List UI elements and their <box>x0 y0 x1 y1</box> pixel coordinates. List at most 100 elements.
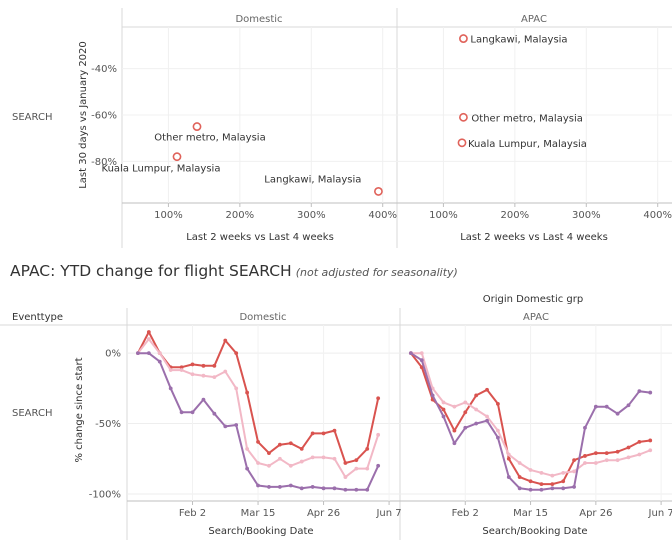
bottom-point-0-purple-13 <box>277 485 282 489</box>
top-point-1-0 <box>459 34 468 43</box>
bottom-point-1-red-22 <box>648 438 653 443</box>
bottom-point-0-purple-20 <box>354 487 359 492</box>
bottom-point-0-purple-14 <box>288 483 293 488</box>
bottom-point-0-red-18 <box>332 428 337 433</box>
bottom-point-1-purple-12 <box>539 487 544 492</box>
bottom-point-1-purple-6 <box>474 421 479 426</box>
bottom-point-0-red-16 <box>310 431 315 436</box>
chart-title-text: APAC: YTD change for flight SEARCH <box>10 262 292 280</box>
bottom-x-tick-label-0-2: Apr 26 <box>307 508 340 519</box>
top-x-axis-title-apac: Last 2 weeks vs Last 4 weeks <box>460 232 608 243</box>
bottom-point-1-pink-8 <box>496 428 500 433</box>
bottom-point-0-red-9 <box>234 351 239 356</box>
bottom-point-1-red-5 <box>463 410 468 415</box>
bottom-point-1-red-6 <box>474 393 479 398</box>
bottom-point-1-purple-4 <box>452 441 457 446</box>
top-point-0-2 <box>374 187 383 196</box>
bottom-point-0-pink-22 <box>376 432 381 437</box>
top-row-label: SEARCH <box>12 112 52 123</box>
bottom-point-0-pink-16 <box>310 455 315 460</box>
bottom-point-1-purple-13 <box>550 486 555 491</box>
bottom-tick-labels: 0% -50% -100% Feb 2 Mar 15 Apr 26 Jun 7 Feb 2 Ma… <box>89 349 672 519</box>
bottom-point-0-purple-4 <box>179 410 184 415</box>
bottom-point-0-red-17 <box>321 431 326 436</box>
bottom-point-1-purple-3 <box>441 414 446 419</box>
bottom-x-tick-label-0-3: Jun 7 <box>375 508 401 519</box>
bottom-point-1-red-16 <box>583 454 587 458</box>
top-x-tick-label-0-0: 100% <box>154 210 183 221</box>
bottom-point-1-purple-22 <box>648 390 653 395</box>
top-x-tick-label-0-3: 400% <box>368 210 397 221</box>
bottom-point-0-red-19 <box>343 461 348 465</box>
chart-subtitle: (not adjusted for seasonality) <box>295 266 458 279</box>
bottom-point-0-pink-18 <box>332 456 337 461</box>
bottom-gridlines <box>127 325 672 505</box>
bottom-point-0-red-22 <box>376 396 381 401</box>
bottom-point-1-purple-20 <box>626 403 631 408</box>
top-point-1-2 <box>457 138 467 148</box>
bottom-x-tick-label-1-0: Feb 2 <box>452 508 479 519</box>
chart-title: APAC: YTD change for flight SEARCH (not a… <box>10 262 458 280</box>
bottom-point-0-pink-15 <box>299 459 304 464</box>
bottom-point-0-purple-10 <box>245 466 250 471</box>
bottom-point-1-pink-13 <box>550 473 555 478</box>
bottom-point-0-purple-5 <box>190 410 195 415</box>
top-y-tick-label-2: -80% <box>91 157 117 168</box>
bottom-point-1-pink-9 <box>506 452 511 457</box>
bottom-point-1-pink-11 <box>528 468 533 472</box>
bottom-point-0-pink-19 <box>343 475 348 479</box>
bottom-point-1-purple-18 <box>604 404 609 409</box>
bottom-point-1-pink-17 <box>593 461 598 465</box>
top-x-tick-label-1-1: 200% <box>501 210 530 221</box>
bottom-point-0-pink-20 <box>354 466 359 471</box>
top-tick-labels: -40% -60% -80% 100% 200% 300% 400% 100% 200% 300%… <box>91 64 672 221</box>
bottom-point-0-red-8 <box>223 338 228 343</box>
bottom-point-0-red-11 <box>256 439 260 444</box>
group-header: Origin Domestic grp <box>483 294 584 305</box>
bottom-point-1-pink-12 <box>539 470 544 475</box>
bottom-point-0-pink-12 <box>267 463 271 468</box>
bottom-point-1-pink-19 <box>615 458 620 463</box>
bottom-panel-title-apac: APAC <box>523 312 549 323</box>
bottom-point-1-purple-8 <box>496 435 500 440</box>
bottom-point-0-pink-17 <box>321 455 326 460</box>
bottom-point-0-red-21 <box>365 447 370 451</box>
top-gridlines <box>122 27 672 207</box>
bottom-point-0-pink-9 <box>234 386 239 391</box>
bottom-point-0-pink-8 <box>223 369 228 374</box>
bottom-point-1-pink-18 <box>604 458 609 463</box>
bottom-point-1-pink-6 <box>474 407 479 412</box>
bottom-point-0-purple-1 <box>146 351 151 356</box>
bottom-point-1-purple-15 <box>572 485 576 489</box>
bottom-point-1-purple-17 <box>593 404 598 409</box>
bottom-point-1-red-20 <box>626 445 631 450</box>
top-panel-title-domestic: Domestic <box>235 14 282 25</box>
bottom-point-0-purple-7 <box>212 411 217 416</box>
bottom-point-0-purple-0 <box>136 351 140 356</box>
top-point-label-0-1: Kuala Lumpur, Malaysia <box>102 164 221 175</box>
bottom-point-0-red-13 <box>277 442 282 447</box>
bottom-point-1-pink-10 <box>517 461 522 465</box>
bottom-point-0-pink-6 <box>201 373 206 378</box>
bottom-point-0-purple-22 <box>376 463 381 468</box>
bottom-point-0-pink-10 <box>245 447 250 451</box>
bottom-point-0-red-5 <box>190 362 195 367</box>
bottom-x-tick-label-1-3: Jun 7 <box>648 508 672 519</box>
bottom-point-0-red-7 <box>212 363 217 368</box>
bottom-point-0-pink-14 <box>288 463 293 468</box>
bottom-point-1-red-8 <box>496 401 500 406</box>
bottom-point-1-red-21 <box>637 439 642 444</box>
bottom-panel-title-domestic: Domestic <box>239 312 286 323</box>
bottom-x-axis-title-apac: Search/Booking Date <box>482 526 587 537</box>
bottom-point-1-purple-16 <box>583 425 587 430</box>
bottom-point-1-purple-2 <box>430 393 435 398</box>
bottom-y-axis-title: % change since start <box>74 357 85 462</box>
bottom-point-0-purple-15 <box>299 486 304 491</box>
bottom-point-0-red-15 <box>299 447 304 451</box>
top-point-label-0-2: Langkawi, Malaysia <box>264 174 361 185</box>
bottom-x-tick-label-1-2: Apr 26 <box>579 508 612 519</box>
bottom-point-0-red-12 <box>267 451 271 456</box>
bottom-point-1-red-3 <box>441 407 446 412</box>
bottom-point-0-purple-9 <box>234 423 239 427</box>
